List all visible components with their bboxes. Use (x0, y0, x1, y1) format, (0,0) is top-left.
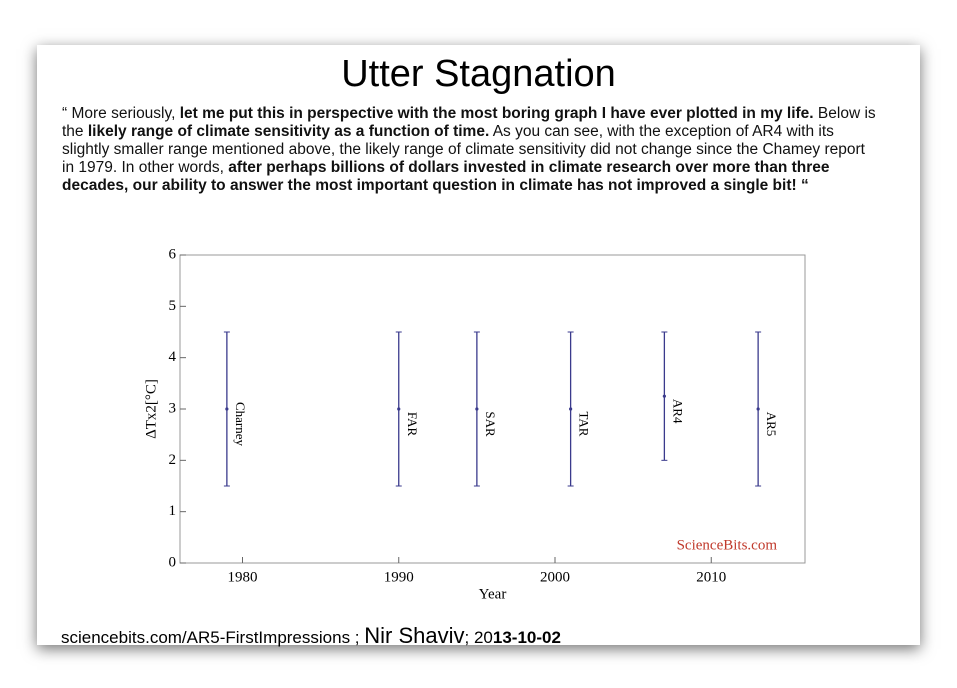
y-axis-label: ΔTx2[°C] (143, 379, 159, 439)
center-point (475, 407, 479, 411)
center-point (756, 407, 760, 411)
footer-date: ; 20 (464, 628, 493, 647)
bar-label: Charney (233, 402, 248, 447)
center-point (225, 407, 229, 411)
y-tick-label: 4 (169, 349, 177, 365)
center-point (569, 407, 573, 411)
y-tick-label: 0 (169, 554, 177, 570)
y-tick-label: 2 (169, 452, 177, 468)
quote: “ More seriously, let me put this in per… (62, 105, 877, 195)
bar-label: AR4 (670, 399, 685, 424)
bar-label: TAR (577, 412, 592, 437)
quote-segment: let me put this in perspective with the … (179, 105, 814, 122)
footer: sciencebits.com/AR5-FirstImpressions ; N… (61, 623, 561, 649)
y-tick-label: 5 (169, 298, 177, 314)
slide-title: Utter Stagnation (341, 53, 616, 95)
quote-segment: Below is the (62, 105, 876, 140)
x-axis-label: Year (479, 586, 507, 602)
footer-link: sciencebits.com/AR5-FirstImpressions ; (61, 628, 360, 647)
bar-label: SAR (483, 411, 498, 437)
center-point (662, 394, 666, 398)
slide: Utter Stagnation “ More seriously, let m… (37, 45, 920, 648)
bar-label: FAR (405, 412, 420, 437)
y-tick-label: 1 (169, 503, 177, 519)
annotation: ScienceBits.com (677, 537, 778, 553)
y-tick-label: 6 (169, 246, 177, 262)
x-tick-label: 2010 (696, 569, 726, 585)
center-point (397, 407, 401, 411)
y-tick-label: 3 (169, 400, 177, 416)
bar-label: AR5 (764, 412, 779, 437)
quote-segment: likely range of climate sensitivity as a… (87, 123, 490, 140)
quote-segment: As you can see, with the exception of AR… (62, 123, 865, 176)
quote-segment: after perhaps billions of dollars invest… (62, 159, 830, 194)
plot-frame (179, 254, 806, 564)
x-tick-label: 1990 (384, 569, 414, 585)
x-tick-label: 2000 (540, 569, 570, 585)
footer-author: Nir Shaviv (364, 623, 465, 648)
quote-segment: “ More seriously, (62, 105, 180, 122)
footer-date: 13-10-02 (492, 628, 561, 647)
x-tick-label: 1980 (228, 569, 258, 585)
